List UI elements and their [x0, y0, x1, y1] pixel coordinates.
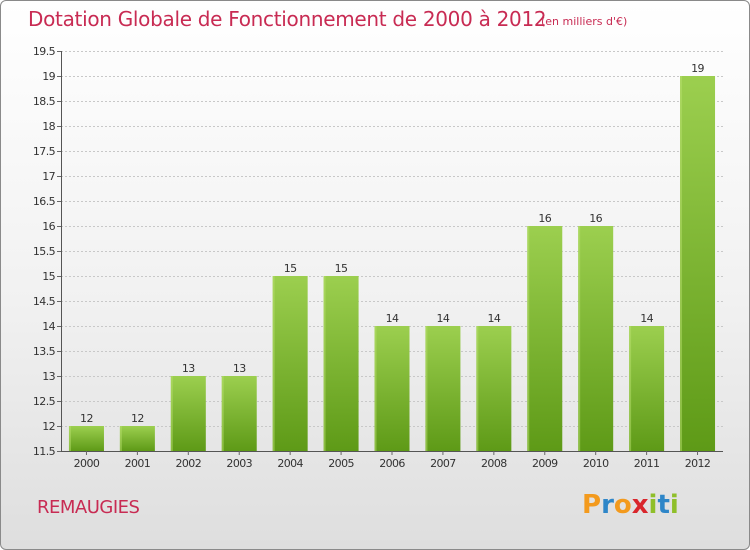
- bar-highlight: [119, 426, 122, 451]
- y-tick-label: 16.5: [33, 195, 56, 208]
- y-tick-label: 14.5: [33, 295, 56, 308]
- y-tick-label: 12.5: [33, 395, 56, 408]
- y-tick-label: 19: [42, 70, 55, 83]
- bar: [680, 76, 716, 451]
- y-tick-label: 12: [42, 420, 55, 433]
- bar-highlight: [221, 376, 224, 451]
- bar-highlight: [272, 276, 275, 451]
- y-tick-label: 15: [42, 270, 55, 283]
- commune-name: REMAUGIES: [37, 497, 140, 518]
- bar: [476, 326, 512, 451]
- data-label: 14: [640, 312, 653, 325]
- data-label: 13: [182, 362, 195, 375]
- logo-letter: t: [657, 490, 670, 520]
- bar: [221, 376, 257, 451]
- x-tick-label: 2009: [532, 457, 558, 470]
- data-label: 15: [335, 262, 348, 275]
- data-label: 16: [589, 212, 602, 225]
- logo-letter: P: [582, 490, 602, 520]
- data-label: 12: [131, 412, 144, 425]
- y-tick-label: 16: [42, 220, 55, 233]
- x-tick-label: 2008: [481, 457, 507, 470]
- y-tick-label: 17.5: [33, 145, 56, 158]
- data-label: 14: [386, 312, 399, 325]
- x-tick-label: 2010: [583, 457, 609, 470]
- bar: [629, 326, 665, 451]
- proxiti-logo[interactable]: Proxiti: [582, 490, 679, 520]
- y-tick-label: 18.5: [33, 95, 56, 108]
- data-label: 14: [487, 312, 500, 325]
- chart-subtitle: (en milliers d'€): [541, 15, 628, 28]
- logo-letter: i: [648, 490, 658, 520]
- data-label: 15: [284, 262, 297, 275]
- bar: [374, 326, 410, 451]
- bar: [170, 376, 206, 451]
- bar: [68, 426, 104, 451]
- bar-highlight: [425, 326, 428, 451]
- x-tick-label: 2006: [379, 457, 405, 470]
- x-tick-label: 2012: [685, 457, 711, 470]
- data-label: 14: [437, 312, 450, 325]
- bar-highlight: [680, 76, 683, 451]
- bar: [119, 426, 155, 451]
- bar-highlight: [170, 376, 173, 451]
- bar: [323, 276, 359, 451]
- y-tick-label: 11.5: [33, 445, 56, 458]
- logo-letter: i: [669, 490, 679, 520]
- y-tick-label: 13: [42, 370, 55, 383]
- y-tick-label: 15.5: [33, 245, 56, 258]
- chart-title: Dotation Globale de Fonctionnement de 20…: [28, 7, 547, 31]
- x-tick-label: 2002: [176, 457, 202, 470]
- data-label: 16: [538, 212, 551, 225]
- bar-highlight: [374, 326, 377, 451]
- bar-highlight: [578, 226, 581, 451]
- data-label: 12: [80, 412, 93, 425]
- bar: [527, 226, 563, 451]
- y-tick-label: 19.5: [33, 45, 56, 58]
- logo-letter: x: [631, 490, 649, 520]
- bar-highlight: [68, 426, 71, 451]
- y-tick-label: 18: [42, 120, 55, 133]
- y-tick-label: 13.5: [33, 345, 56, 358]
- bar-highlight: [527, 226, 530, 451]
- x-tick-label: 2003: [226, 457, 252, 470]
- x-tick-label: 2007: [430, 457, 456, 470]
- x-tick-label: 2001: [125, 457, 151, 470]
- data-label: 19: [691, 62, 704, 75]
- data-label: 13: [233, 362, 246, 375]
- bar: [425, 326, 461, 451]
- logo-letter: r: [601, 490, 614, 520]
- bar: [272, 276, 308, 451]
- bar-highlight: [629, 326, 632, 451]
- x-tick-label: 2004: [277, 457, 303, 470]
- logo-letter: o: [613, 490, 632, 520]
- bar-highlight: [323, 276, 326, 451]
- y-tick-label: 17: [42, 170, 55, 183]
- y-tick-label: 14: [42, 320, 55, 333]
- bar: [578, 226, 614, 451]
- bar-highlight: [476, 326, 479, 451]
- x-tick-label: 2011: [634, 457, 660, 470]
- x-tick-label: 2005: [328, 457, 354, 470]
- x-tick-label: 2000: [74, 457, 100, 470]
